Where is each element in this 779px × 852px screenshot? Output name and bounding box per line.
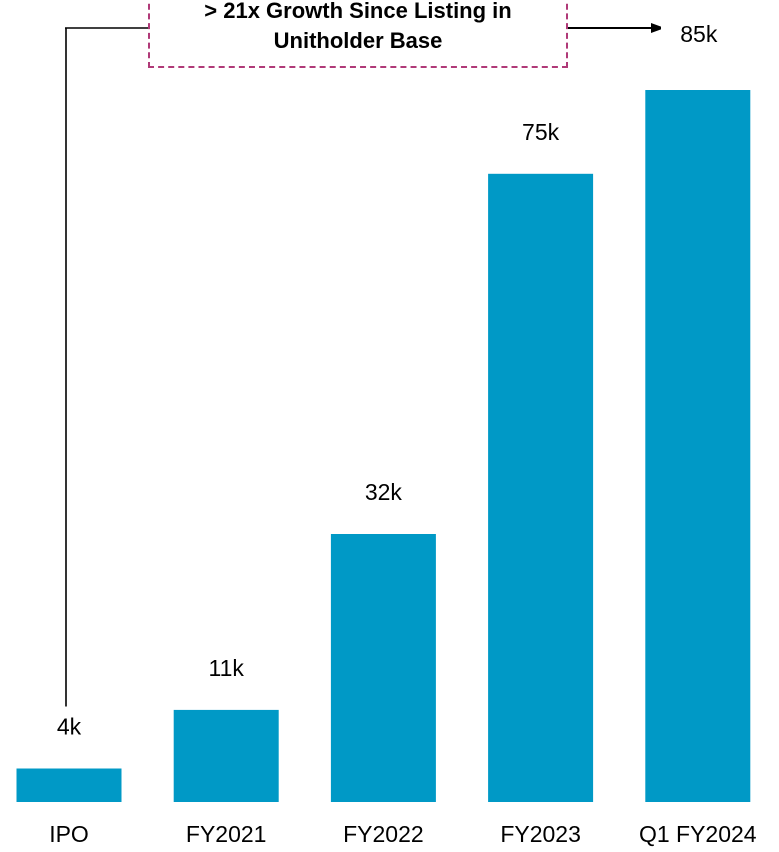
data-label: 4k <box>57 714 82 740</box>
bar-fy2023 <box>488 173 594 803</box>
bar-q1-fy2024 <box>645 90 751 802</box>
data-labels: 4k 11k 32k 75k 85k <box>57 21 718 740</box>
x-tick-label: FY2022 <box>343 821 424 847</box>
bar-fy2022 <box>330 534 436 802</box>
bar-fy2021 <box>173 709 279 802</box>
bar-ipo <box>16 768 122 802</box>
x-axis-tick-labels: IPO FY2021 FY2022 FY2023 Q1 FY2024 <box>49 821 757 847</box>
data-label: 85k <box>680 21 718 47</box>
data-label: 32k <box>365 479 403 505</box>
data-label: 11k <box>209 655 245 681</box>
annotation-text-line-2: Unitholder Base <box>273 28 443 53</box>
data-label: 75k <box>522 119 560 145</box>
x-tick-label: FY2023 <box>500 821 581 847</box>
x-tick-label: FY2021 <box>186 821 267 847</box>
growth-annotation-box: > 21x Growth Since Listing in Unitholder… <box>148 0 568 68</box>
bars <box>16 90 751 803</box>
annotation-text-line-1: > 21x Growth Since Listing in <box>204 0 512 23</box>
x-tick-label: IPO <box>49 821 89 847</box>
x-tick-label: Q1 FY2024 <box>639 821 757 847</box>
growth-connector <box>65 28 660 707</box>
